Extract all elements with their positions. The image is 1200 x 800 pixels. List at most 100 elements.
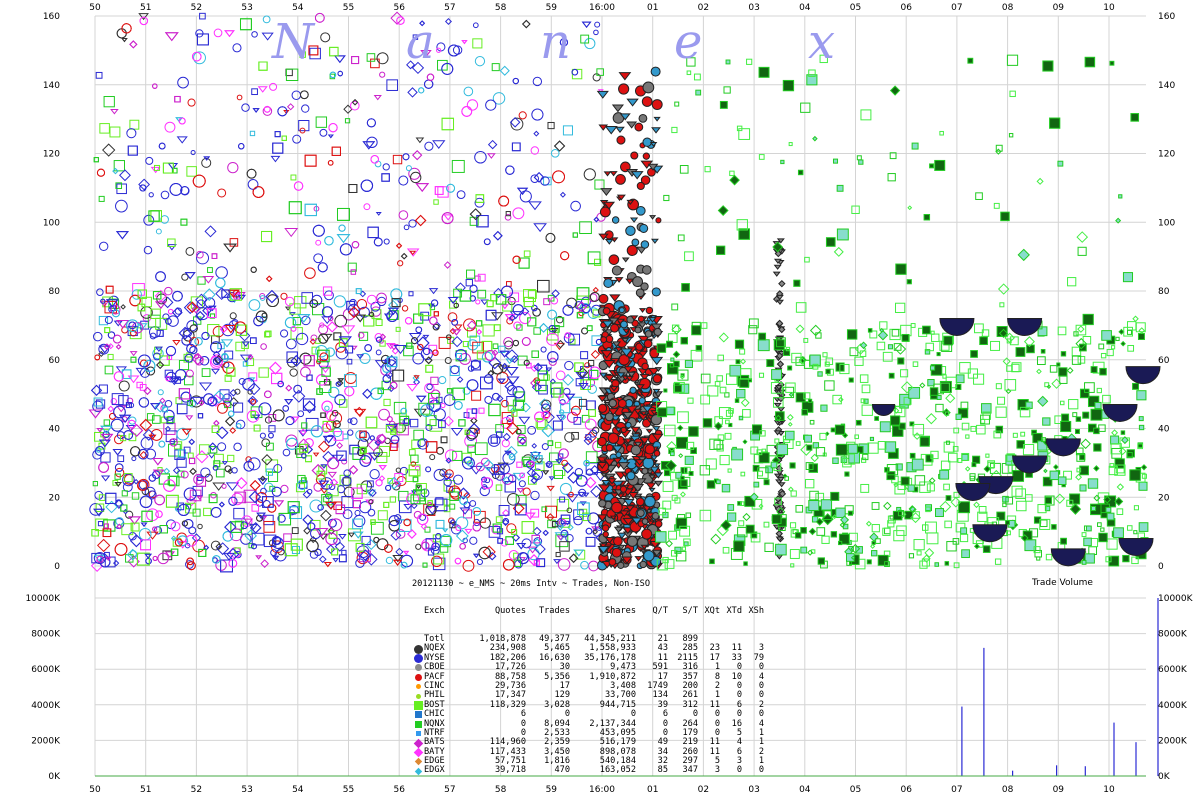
scatter-point: [630, 444, 642, 456]
scatter-point: [239, 354, 253, 363]
scatter-point: [717, 354, 724, 362]
scatter-point: [412, 476, 419, 483]
scatter-point: [103, 419, 111, 426]
scatter-point: [105, 556, 112, 561]
scatter-point: [131, 492, 140, 500]
scatter-point: [653, 480, 664, 487]
scatter-point: [861, 457, 867, 463]
scatter-point: [186, 301, 198, 313]
scatter-point: [1072, 412, 1078, 418]
scatter-point: [625, 505, 635, 512]
scatter-point: [1141, 473, 1147, 479]
scatter-point: [249, 479, 261, 491]
scatter-point: [373, 536, 380, 544]
scatter-point: [929, 163, 935, 169]
scatter-point: [495, 484, 503, 491]
scatter-point: [383, 501, 390, 508]
scatter-point: [379, 333, 387, 341]
scatter-point: [598, 233, 609, 241]
scatter-point: [226, 547, 240, 561]
scatter-point: [191, 396, 204, 406]
scatter-point: [321, 316, 334, 325]
scatter-point: [931, 333, 940, 342]
scatter-point: [1105, 556, 1112, 563]
scatter-point: [363, 315, 375, 327]
scatter-point: [588, 369, 599, 381]
scatter-point: [1020, 534, 1029, 542]
scatter-point: [975, 192, 983, 200]
scatter-point: [478, 546, 491, 560]
scatter-point: [791, 352, 802, 364]
scatter-point: [585, 536, 596, 547]
scatter-point: [224, 325, 238, 334]
scatter-point: [1036, 177, 1044, 185]
scatter-point: [100, 425, 113, 434]
scatter-point: [559, 191, 566, 198]
scatter-point: [229, 288, 243, 301]
scatter-point: [342, 433, 349, 440]
scatter-point: [599, 206, 611, 218]
scatter-point: [476, 320, 483, 327]
scatter-point: [543, 298, 551, 306]
scatter-point: [613, 526, 624, 533]
scatter-point: [328, 315, 334, 322]
scatter-point: [541, 410, 550, 420]
scatter-point: [138, 178, 151, 191]
scatter-point: [666, 340, 674, 348]
scatter-point: [1114, 497, 1124, 507]
scatter-point: [510, 117, 524, 131]
scatter-point: [228, 496, 238, 506]
scatter-point: [215, 543, 223, 551]
scatter-point: [523, 250, 531, 258]
scatter-point: [479, 485, 490, 497]
scatter-point: [506, 281, 512, 287]
x-tick-label: 55: [343, 3, 354, 13]
scatter-point: [1120, 430, 1126, 435]
scatter-point: [166, 417, 174, 425]
scatter-point: [176, 403, 188, 415]
scatter-point: [346, 300, 355, 310]
scatter-point: [404, 317, 413, 325]
scatter-point: [178, 388, 191, 400]
scatter-point: [652, 388, 661, 395]
scatter-point: [546, 485, 555, 492]
scatter-point: [432, 323, 440, 331]
scatter-point: [596, 68, 604, 76]
scatter-point: [284, 316, 297, 329]
scatter-point: [517, 434, 527, 444]
scatter-point: [286, 103, 295, 111]
scatter-point: [734, 339, 745, 349]
scatter-point: [187, 452, 194, 459]
scatter-point: [332, 558, 339, 563]
scatter-point: [554, 317, 565, 328]
scatter-point: [725, 409, 733, 417]
scatter-point: [185, 369, 194, 378]
scatter-point: [569, 338, 576, 345]
scatter-point: [1087, 395, 1100, 408]
scatter-point: [504, 366, 519, 376]
scatter-point: [219, 325, 228, 334]
scatter-point: [511, 142, 521, 152]
scatter-point: [683, 466, 691, 474]
scatter-point: [957, 457, 963, 463]
scatter-point: [216, 542, 230, 556]
scatter-point: [1037, 326, 1048, 337]
scatter-point: [531, 350, 539, 358]
volume-tick-label: 8000K: [31, 630, 61, 640]
scatter-point: [587, 251, 601, 265]
scatter-point: [577, 491, 586, 498]
scatter-point: [793, 279, 801, 287]
scatter-point: [162, 406, 168, 413]
scatter-point: [1118, 194, 1123, 199]
scatter-point: [409, 250, 417, 256]
scatter-point: [541, 424, 555, 438]
scatter-point: [138, 397, 150, 408]
scatter-point: [186, 343, 196, 354]
scatter-point: [1063, 470, 1072, 480]
scatter-point: [247, 382, 261, 396]
scatter-point: [472, 22, 479, 29]
scatter-point: [198, 399, 205, 406]
y-tick-label: 120: [43, 150, 60, 160]
scatter-point: [408, 333, 422, 342]
scatter-point: [521, 521, 535, 534]
